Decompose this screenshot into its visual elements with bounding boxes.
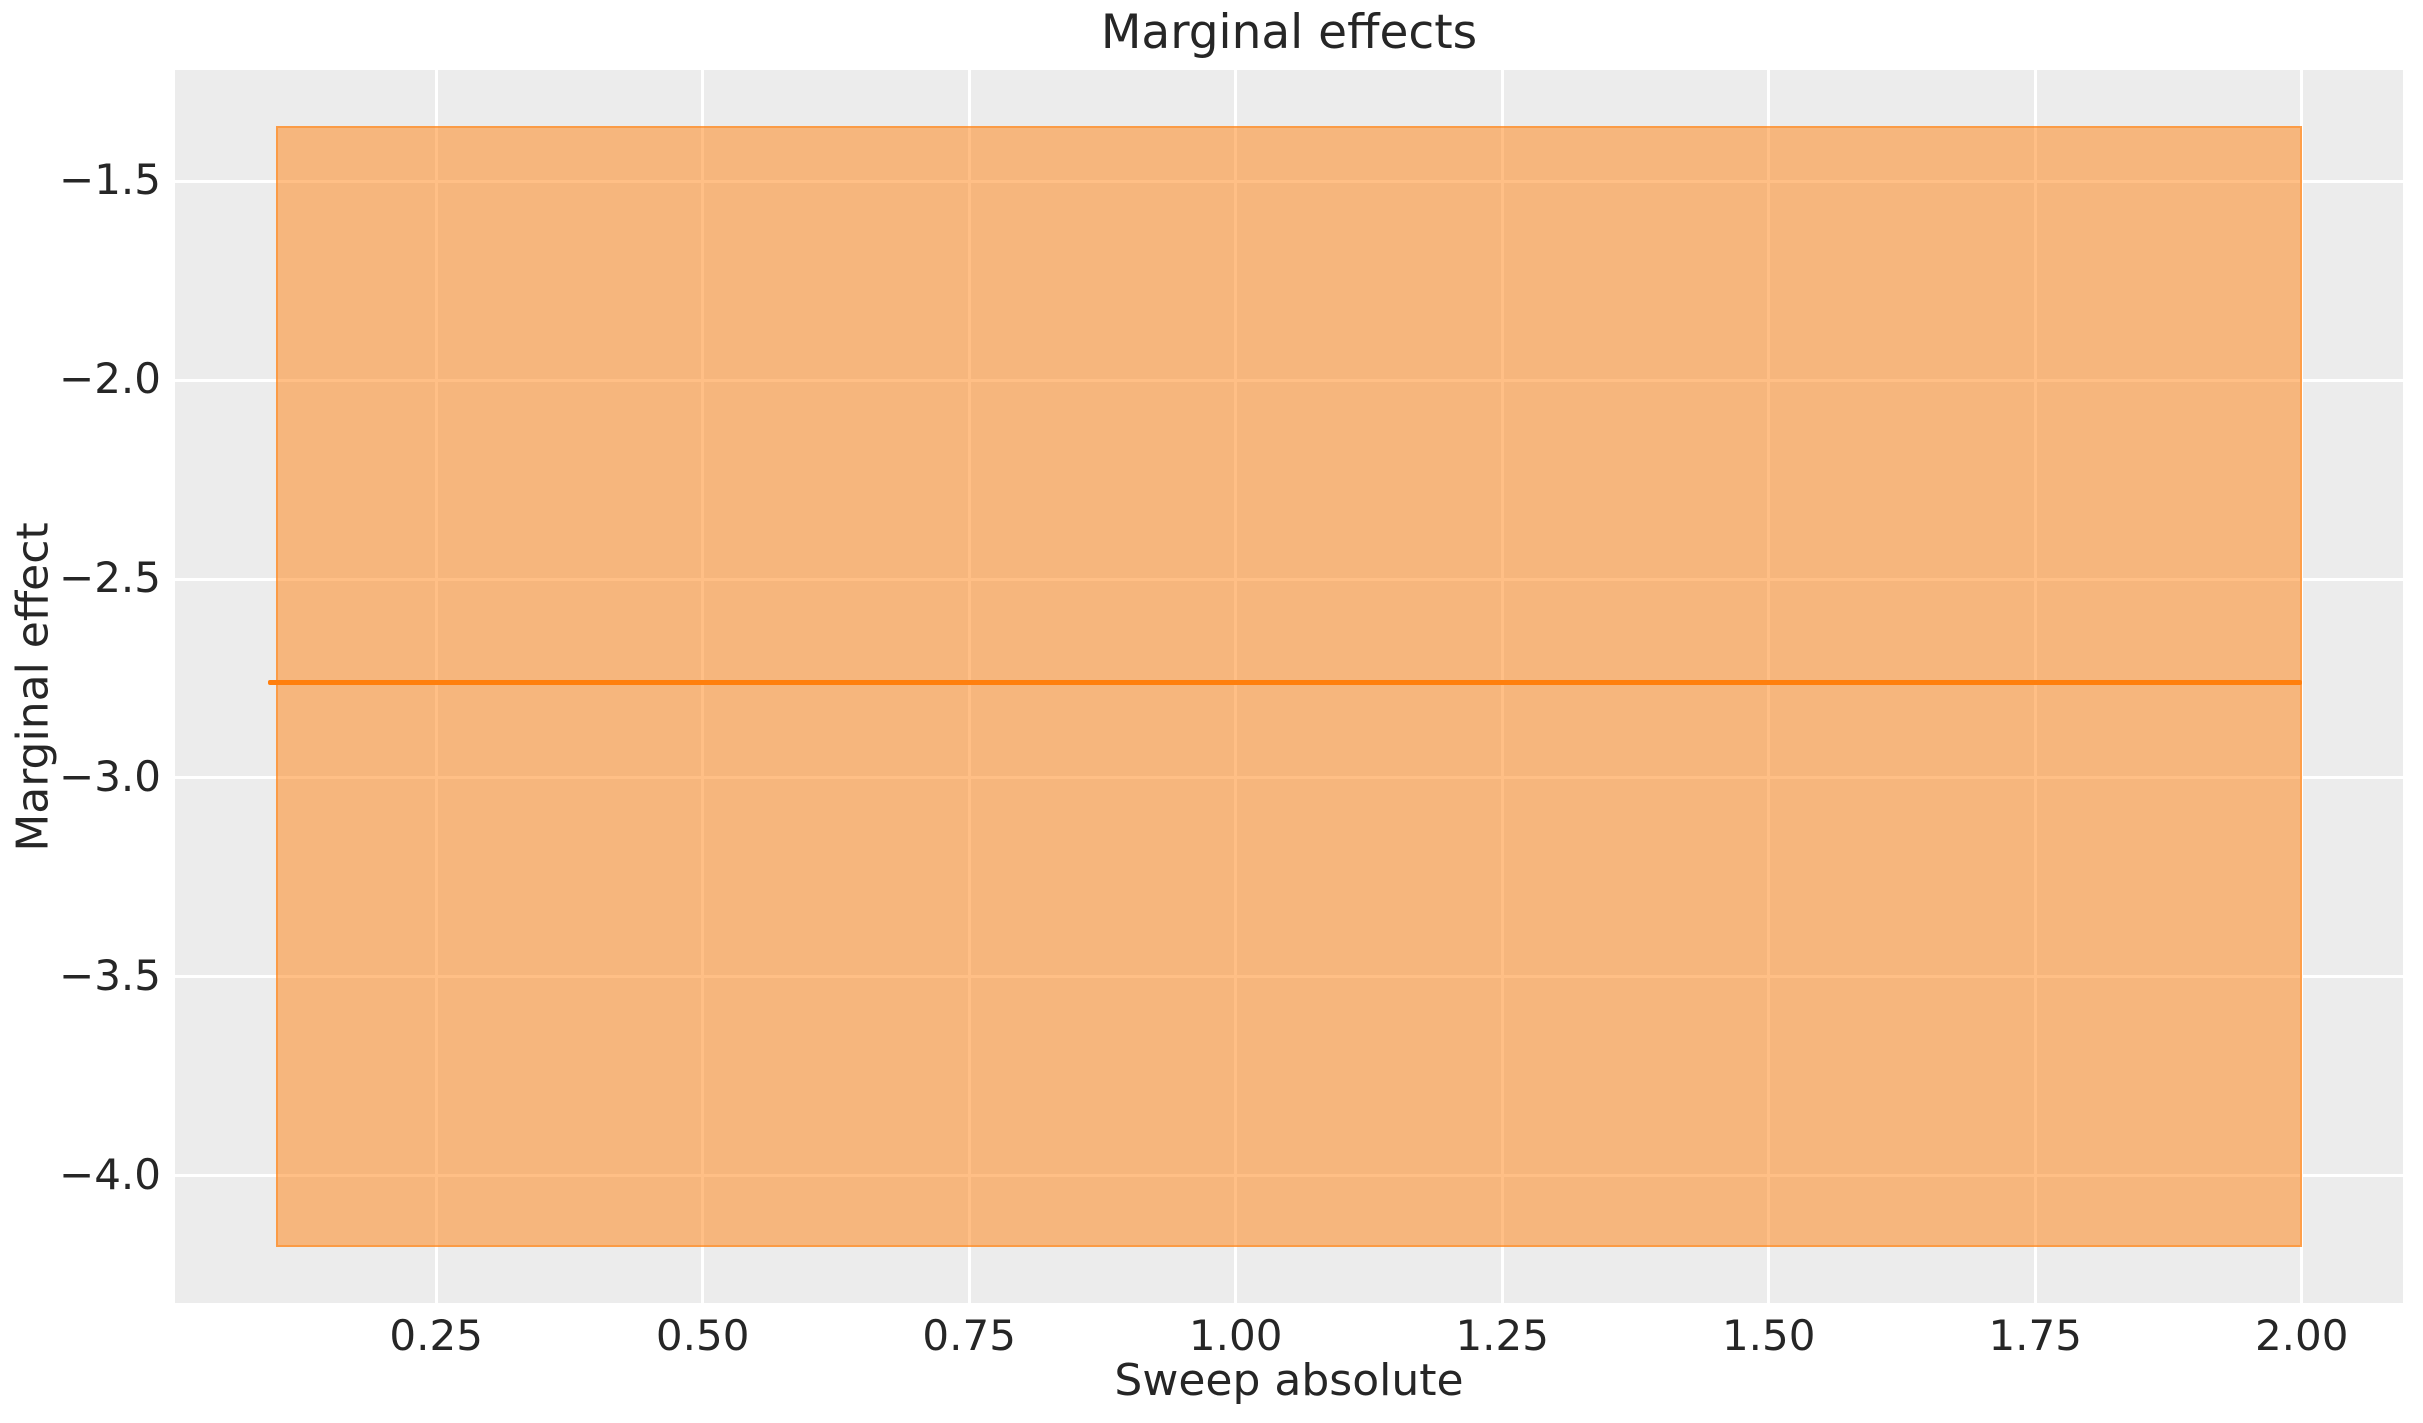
x-tick-label: 0.50: [655, 1311, 750, 1360]
plot-area: [175, 70, 2403, 1303]
x-tick-label: 1.25: [1455, 1311, 1549, 1360]
confidence-band: [276, 125, 2302, 1248]
mean-line: [268, 680, 2302, 685]
y-tick-label: −3.0: [59, 751, 161, 801]
x-axis-label: Sweep absolute: [1114, 1355, 1464, 1406]
x-tick-label: 1.75: [1988, 1311, 2082, 1360]
y-tick-label: −4.0: [59, 1149, 161, 1199]
x-tick-label: 1.50: [1721, 1311, 1816, 1360]
y-tick-label: −2.5: [59, 552, 161, 602]
x-tick-label: 0.75: [922, 1311, 1016, 1360]
x-tick-label: 2.00: [2254, 1311, 2349, 1360]
y-tick-label: −3.5: [59, 950, 161, 1000]
vertical-gridline: [2300, 70, 2304, 1303]
y-axis-label: Marginal effect: [7, 521, 59, 852]
chart-title: Marginal effects: [1100, 5, 1478, 60]
y-tick-label: −1.5: [59, 155, 161, 205]
y-tick-label: −2.0: [59, 354, 161, 404]
x-tick-label: 0.25: [389, 1311, 483, 1360]
x-tick-label: 1.00: [1188, 1311, 1283, 1360]
